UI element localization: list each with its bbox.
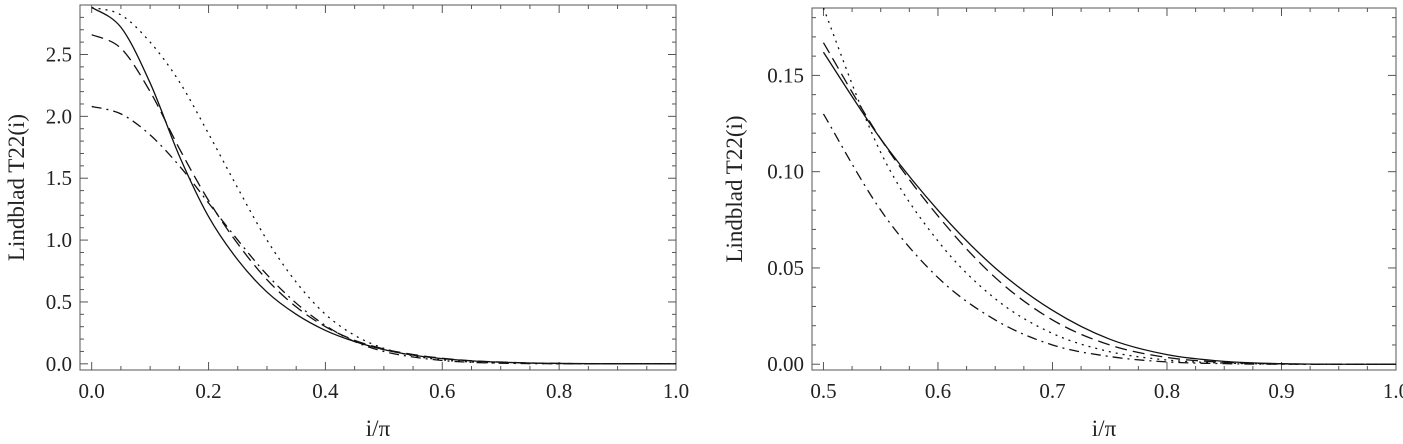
left-y-tick-label: 2.5: [46, 42, 72, 66]
left-dotted-curve: [91, 6, 676, 365]
right-y-tick-label: 0.10: [767, 160, 804, 184]
left-solid-curve: [91, 6, 676, 365]
right-dashdot-curve: [822, 113, 1396, 365]
left-x-tick-label: 1.0: [663, 379, 689, 403]
left-y-tick-label: 1.0: [46, 228, 72, 252]
left-x-axis-label: i/π: [366, 416, 391, 441]
left-x-tick-label: 0.2: [195, 379, 221, 403]
right-x-tick-label: 1.0: [1383, 379, 1403, 403]
right-x-tick-label: 0.6: [925, 379, 951, 403]
left-x-tick-label: 0.0: [79, 379, 105, 403]
right-y-axis-label: Lindblad T22(i): [722, 115, 747, 262]
right-y-tick-label: 0.00: [767, 352, 804, 376]
right-dotted-curve: [822, 8, 1396, 365]
left-plot-frame: [79, 4, 677, 371]
right-y-tick-label: 0.15: [767, 63, 804, 87]
right-dashed-curve: [822, 42, 1396, 365]
left-y-tick-label: 2.0: [46, 104, 72, 128]
left-dashed-curve: [91, 34, 676, 365]
left-y-tick-label: 0.0: [46, 352, 72, 376]
right-y-tick-label: 0.05: [767, 256, 804, 280]
left-chart-panel: 0.0 0.2 0.4 0.6 0.8 1.0 0.0 0.5 1.0 1.5 2.0 2.5 i/π L…: [4, 4, 689, 441]
left-y-axis-label: Lindblad T22(i): [4, 114, 29, 261]
left-y-tick-label: 0.5: [46, 290, 72, 314]
left-x-tick-label: 0.8: [546, 379, 572, 403]
right-x-tick-label: 0.7: [1039, 379, 1065, 403]
left-y-tick-label: 1.5: [46, 166, 72, 190]
right-solid-curve: [822, 51, 1396, 365]
left-x-tick-label: 0.4: [312, 379, 339, 403]
right-chart-panel: 0.5 0.6 0.7 0.8 0.9 1.0 0.00 0.05 0.10 0.15 i/π Lin…: [722, 7, 1403, 441]
left-x-tick-label: 0.6: [429, 379, 455, 403]
right-x-tick-label: 0.8: [1154, 379, 1180, 403]
right-plot-frame: [811, 7, 1397, 371]
right-x-tick-label: 0.5: [810, 379, 836, 403]
left-dashdot-curve: [91, 105, 676, 365]
right-x-tick-label: 0.9: [1268, 379, 1294, 403]
right-x-axis-label: i/π: [1092, 416, 1117, 441]
